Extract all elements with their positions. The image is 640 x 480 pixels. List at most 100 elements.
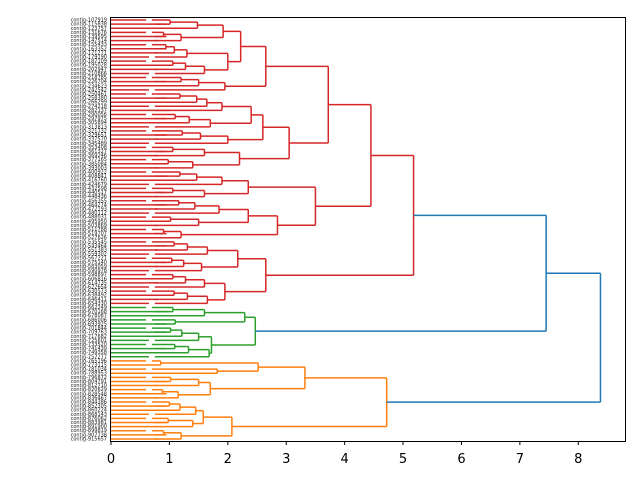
leaf-label: contig-725601 <box>71 338 107 344</box>
leaf-label: contig-488031 <box>71 215 107 221</box>
leaf-label: contig-614735 <box>71 280 107 286</box>
x-tick-label: 3 <box>282 452 290 467</box>
leaf-label: contig-464274 <box>71 202 107 208</box>
leaf-label: contig-400922 <box>71 170 107 176</box>
leaf-label: contig-804791 <box>71 379 107 385</box>
leaf-label: contig-353408 <box>71 145 107 151</box>
leaf-label: contig-733520 <box>71 342 107 348</box>
leaf-label: contig-115838 <box>71 22 107 28</box>
x-tick-label: 6 <box>457 452 465 467</box>
leaf-label: contig-123757 <box>71 26 107 32</box>
leaf-label: contig-883981 <box>71 420 107 426</box>
leaf-label: contig-250461 <box>71 91 107 97</box>
leaf-label: contig-393003 <box>71 165 107 171</box>
leaf-label: contig-765196 <box>71 358 107 364</box>
leaf-label: contig-741439 <box>71 346 107 352</box>
leaf-label: contig-202947 <box>71 67 107 73</box>
leaf-label: contig-749358 <box>71 350 107 356</box>
leaf-label: contig-915657 <box>71 436 107 442</box>
leaf-label: contig-139595 <box>71 34 107 40</box>
leaf-label: contig-234623 <box>71 83 107 89</box>
leaf-label: contig-686006 <box>71 317 107 323</box>
plot-frame <box>110 17 626 442</box>
leaf-label: contig-788953 <box>71 371 107 377</box>
leaf-label: contig-670168 <box>71 309 107 315</box>
leaf-label: contig-891900 <box>71 424 107 430</box>
leaf-label: contig-757277 <box>71 354 107 360</box>
leaf-label: contig-377165 <box>71 157 107 163</box>
leaf-label: contig-329651 <box>71 133 107 139</box>
leaf-label: contig-408841 <box>71 174 107 180</box>
leaf-label: contig-131676 <box>71 30 107 36</box>
leaf-label: contig-337570 <box>71 137 107 143</box>
leaf-label: contig-773115 <box>71 363 107 369</box>
leaf-label: contig-828548 <box>71 391 107 397</box>
leaf-label: contig-266299 <box>71 100 107 106</box>
leaf-label: contig-210866 <box>71 71 107 77</box>
leaf-label: contig-511788 <box>71 227 107 233</box>
leaf-label: contig-195028 <box>71 63 107 69</box>
leaf-label: contig-274218 <box>71 104 107 110</box>
leaf-label: contig-654330 <box>71 301 107 307</box>
leaf-label: contig-836467 <box>71 395 107 401</box>
leaf-label: contig-472193 <box>71 206 107 212</box>
leaf-label: contig-456355 <box>71 198 107 204</box>
leaf-label: contig-155433 <box>71 42 107 48</box>
leaf-label: contig-242542 <box>71 87 107 93</box>
leaf-label: contig-559302 <box>71 252 107 258</box>
leaf-label: contig-290056 <box>71 112 107 118</box>
dendrogram-links <box>111 19 602 440</box>
leaf-label: contig-590978 <box>71 268 107 274</box>
leaf-label: contig-297975 <box>71 116 107 122</box>
leaf-label: contig-899819 <box>71 428 107 434</box>
leaf-label: contig-345489 <box>71 141 107 147</box>
leaf-label: contig-282137 <box>71 108 107 114</box>
leaf-label: contig-551383 <box>71 248 107 254</box>
x-tick-label: 7 <box>516 452 524 467</box>
leaf-label: contig-218785 <box>71 75 107 81</box>
leaf-label: contig-638492 <box>71 293 107 299</box>
leaf-label: contig-424679 <box>71 182 107 188</box>
leaf-label: contig-622654 <box>71 284 107 290</box>
leaf-label: contig-258380 <box>71 96 107 102</box>
leaf-label: contig-598897 <box>71 272 107 278</box>
leaf-label: contig-321732 <box>71 128 107 134</box>
leaf-label: contig-630573 <box>71 289 107 295</box>
x-axis-ticks: 0 1 2 3 4 5 6 7 8 <box>107 441 582 467</box>
leaf-label: contig-796872 <box>71 375 107 381</box>
leaf-label: contig-361327 <box>71 149 107 155</box>
leaf-label: contig-543464 <box>71 243 107 249</box>
leaf-label: contig-535545 <box>71 239 107 245</box>
leaf-label: contig-147514 <box>71 38 107 44</box>
leaf-label: contig-171271 <box>71 50 107 56</box>
leaf-label: contig-781034 <box>71 367 107 373</box>
leaf-label: contig-480112 <box>71 211 107 217</box>
leaf-label: contig-305894 <box>71 120 107 126</box>
leaf-labels: contig-107919contig-115838contig-123757c… <box>71 18 107 443</box>
leaf-label: contig-868143 <box>71 412 107 418</box>
x-tick-label: 2 <box>224 452 232 467</box>
leaf-label: contig-907738 <box>71 432 107 438</box>
leaf-label: contig-844386 <box>71 399 107 405</box>
leaf-label: contig-385084 <box>71 161 107 167</box>
leaf-label: contig-701844 <box>71 326 107 332</box>
x-tick-label: 5 <box>399 452 407 467</box>
leaf-label: contig-527626 <box>71 235 107 241</box>
leaf-label: contig-820629 <box>71 387 107 393</box>
leaf-label: contig-432598 <box>71 186 107 192</box>
leaf-label: contig-495950 <box>71 219 107 225</box>
leaf-label: contig-693925 <box>71 321 107 327</box>
leaf-label: contig-662249 <box>71 305 107 311</box>
x-tick-label: 4 <box>340 452 348 467</box>
leaf-label: contig-503869 <box>71 223 107 229</box>
leaf-label: contig-583059 <box>71 264 107 270</box>
leaf-label: contig-812710 <box>71 383 107 389</box>
leaf-label: contig-448436 <box>71 194 107 200</box>
leaf-label: contig-606816 <box>71 276 107 282</box>
leaf-label: contig-440517 <box>71 190 107 196</box>
leaf-label: contig-717682 <box>71 334 107 340</box>
leaf-label: contig-107919 <box>71 18 107 24</box>
leaf-label: contig-226704 <box>71 79 107 85</box>
leaf-label: contig-646411 <box>71 297 107 303</box>
leaf-label: contig-179190 <box>71 55 107 61</box>
